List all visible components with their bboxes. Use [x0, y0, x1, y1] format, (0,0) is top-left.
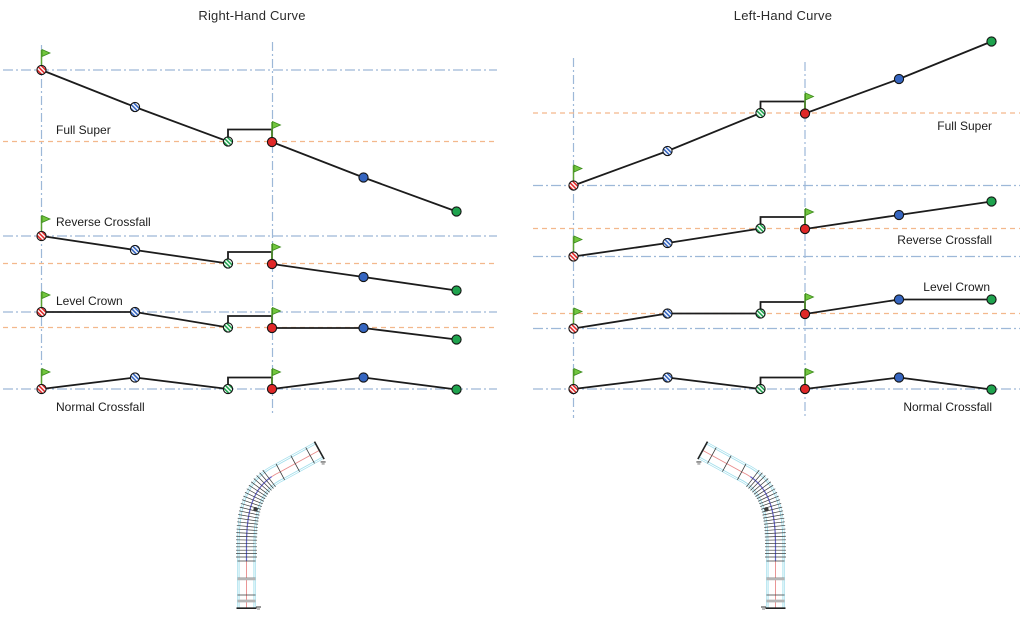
solid-blue-marker [358, 322, 369, 334]
panel-title-right-hand-curve: Right-Hand Curve [198, 8, 306, 23]
cross-section-profile [573, 376, 992, 391]
solid-green-marker [986, 294, 997, 305]
hatched-red-marker [36, 64, 47, 76]
hatched-blue-marker [129, 306, 141, 318]
hatched-green-marker [755, 383, 766, 395]
section-reverse-crossfall: Reverse Crossfall [533, 196, 1020, 262]
section-label: Normal Crossfall [56, 400, 145, 414]
cross-section-profile [573, 200, 992, 258]
hatched-green-marker [222, 258, 234, 269]
section-label: Full Super [937, 119, 992, 133]
solid-blue-marker [358, 271, 369, 283]
solid-blue-marker [358, 372, 369, 383]
section-label: Reverse Crossfall [56, 215, 151, 229]
solid-green-marker [986, 196, 997, 207]
hatched-blue-marker [662, 237, 673, 249]
hatched-green-marker [755, 308, 766, 319]
cross-section-profile [41, 311, 457, 341]
hatched-red-marker [568, 323, 579, 334]
solid-green-marker [986, 36, 997, 47]
solid-red-marker [799, 223, 811, 235]
solid-red-marker [799, 108, 811, 119]
solid-blue-marker [893, 73, 905, 85]
hatched-red-marker [36, 383, 47, 395]
section-full-super: Full Super [3, 48, 497, 217]
section-label: Level Crown [923, 280, 990, 294]
solid-green-marker [451, 206, 462, 217]
solid-blue-marker [893, 209, 905, 221]
plan-view-right-hand-curve [236, 441, 326, 610]
hatched-blue-marker [129, 101, 141, 113]
section-label: Normal Crossfall [903, 400, 992, 414]
solid-blue-marker [893, 372, 905, 383]
solid-red-marker [266, 383, 278, 395]
solid-red-marker [266, 136, 278, 148]
hatched-red-marker [36, 306, 47, 318]
hatched-green-marker [222, 322, 234, 333]
hatched-green-marker [755, 107, 766, 119]
hatched-red-marker [568, 383, 579, 395]
section-label: Level Crown [56, 294, 123, 308]
panel-left-hand-curve: Full Super Reverse Crossfall Level Crown No… [533, 36, 1020, 418]
hatched-green-marker [755, 223, 766, 234]
solid-red-marker [799, 383, 811, 395]
section-level-crown: Level Crown [533, 280, 1020, 334]
panel-right-hand-curve: Full Super Reverse Crossfall Level Crown No… [3, 42, 497, 415]
section-level-crown: Level Crown [3, 290, 497, 345]
cross-section-profile [41, 235, 457, 292]
hatched-green-marker [222, 383, 234, 395]
cross-section-profile [41, 376, 457, 391]
section-normal-crossfall: Normal Crossfall [3, 367, 497, 414]
solid-green-marker [451, 285, 462, 296]
cross-section-profile [573, 298, 992, 330]
section-reverse-crossfall: Reverse Crossfall [3, 214, 497, 296]
solid-red-marker [266, 322, 278, 334]
section-label: Full Super [56, 123, 111, 137]
solid-blue-marker [893, 294, 905, 305]
solid-blue-marker [358, 172, 369, 183]
cross-section-profile [573, 40, 992, 187]
hatched-blue-marker [129, 372, 141, 383]
section-full-super: Full Super [533, 36, 1020, 191]
hatched-blue-marker [662, 308, 673, 319]
panel-title-left-hand-curve: Left-Hand Curve [733, 8, 833, 23]
hatched-red-marker [568, 180, 579, 191]
solid-red-marker [266, 258, 278, 270]
hatched-blue-marker [662, 145, 673, 157]
section-label: Reverse Crossfall [897, 233, 992, 247]
hatched-blue-marker [662, 372, 673, 383]
section-normal-crossfall: Normal Crossfall [533, 367, 1020, 414]
solid-green-marker [986, 384, 997, 395]
solid-green-marker [451, 384, 462, 395]
cross-section-profile [41, 69, 457, 213]
solid-red-marker [799, 308, 811, 320]
plan-view-left-hand-curve [696, 441, 786, 610]
hatched-red-marker [36, 230, 47, 242]
hatched-red-marker [568, 251, 579, 262]
hatched-blue-marker [129, 244, 141, 256]
hatched-green-marker [222, 136, 234, 147]
solid-green-marker [451, 334, 462, 345]
